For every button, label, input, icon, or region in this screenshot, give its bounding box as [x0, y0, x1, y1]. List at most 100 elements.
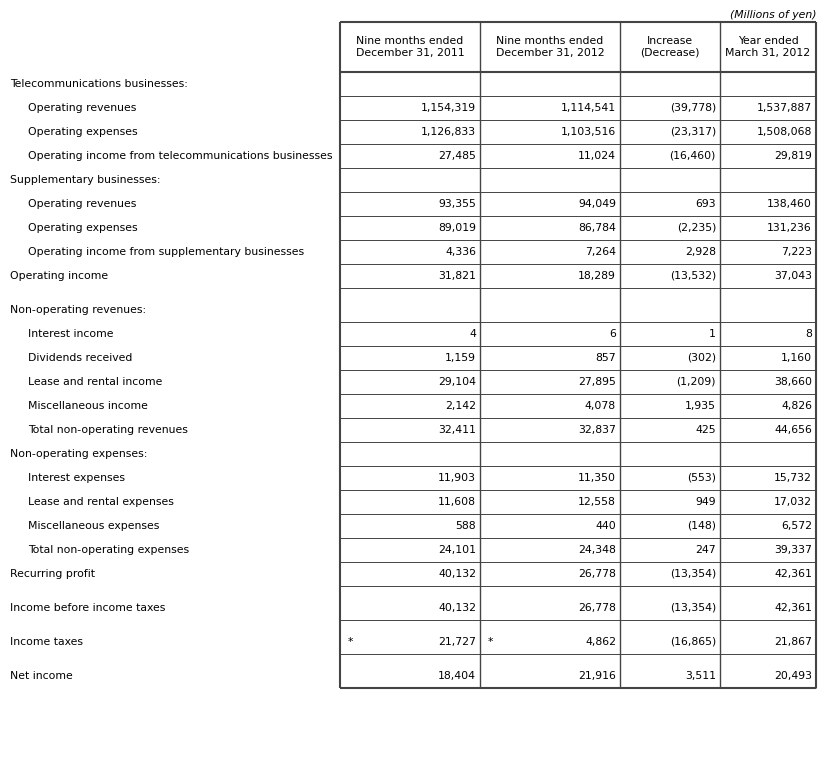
Text: (Millions of yen): (Millions of yen) — [730, 10, 816, 20]
Text: Year ended
March 31, 2012: Year ended March 31, 2012 — [726, 36, 810, 58]
Text: Non-operating expenses:: Non-operating expenses: — [10, 449, 148, 459]
Text: 1,103,516: 1,103,516 — [561, 127, 616, 137]
Text: 27,895: 27,895 — [578, 377, 616, 387]
Text: 693: 693 — [695, 199, 716, 209]
Text: Lease and rental expenses: Lease and rental expenses — [28, 497, 174, 507]
Text: 32,411: 32,411 — [438, 425, 476, 435]
Text: 8: 8 — [805, 329, 812, 339]
Text: Operating revenues: Operating revenues — [28, 103, 136, 113]
Text: 6,572: 6,572 — [781, 521, 812, 531]
Text: 18,289: 18,289 — [578, 271, 616, 281]
Text: (148): (148) — [687, 521, 716, 531]
Text: 21,727: 21,727 — [438, 637, 476, 647]
Text: 26,778: 26,778 — [578, 603, 616, 613]
Text: *: * — [348, 637, 353, 647]
Text: (553): (553) — [687, 473, 716, 483]
Text: 44,656: 44,656 — [774, 425, 812, 435]
Text: 949: 949 — [695, 497, 716, 507]
Text: 1,154,319: 1,154,319 — [421, 103, 476, 113]
Text: 440: 440 — [595, 521, 616, 531]
Text: 29,819: 29,819 — [774, 151, 812, 161]
Text: 425: 425 — [695, 425, 716, 435]
Text: 94,049: 94,049 — [578, 199, 616, 209]
Text: 4,826: 4,826 — [781, 401, 812, 411]
Text: 21,916: 21,916 — [578, 671, 616, 681]
Text: 24,101: 24,101 — [438, 545, 476, 555]
Text: 89,019: 89,019 — [438, 223, 476, 233]
Text: Dividends received: Dividends received — [28, 353, 132, 363]
Text: 11,350: 11,350 — [578, 473, 616, 483]
Text: 2,928: 2,928 — [685, 247, 716, 257]
Text: 11,608: 11,608 — [438, 497, 476, 507]
Text: Lease and rental income: Lease and rental income — [28, 377, 163, 387]
Text: 1,508,068: 1,508,068 — [757, 127, 812, 137]
Text: 1,160: 1,160 — [781, 353, 812, 363]
Text: 1,114,541: 1,114,541 — [561, 103, 616, 113]
Text: 18,404: 18,404 — [438, 671, 476, 681]
Text: 20,493: 20,493 — [774, 671, 812, 681]
Text: 247: 247 — [695, 545, 716, 555]
Text: Income taxes: Income taxes — [10, 637, 83, 647]
Text: Increase
(Decrease): Increase (Decrease) — [640, 36, 699, 58]
Text: 131,236: 131,236 — [768, 223, 812, 233]
Text: (2,235): (2,235) — [677, 223, 716, 233]
Text: (13,354): (13,354) — [670, 603, 716, 613]
Text: 4,336: 4,336 — [445, 247, 476, 257]
Text: Nine months ended
December 31, 2011: Nine months ended December 31, 2011 — [355, 36, 465, 58]
Text: 6: 6 — [609, 329, 616, 339]
Text: 2,142: 2,142 — [445, 401, 476, 411]
Text: Miscellaneous income: Miscellaneous income — [28, 401, 148, 411]
Text: Total non-operating revenues: Total non-operating revenues — [28, 425, 188, 435]
Text: Operating income from telecommunications businesses: Operating income from telecommunications… — [28, 151, 333, 161]
Text: Operating income from supplementary businesses: Operating income from supplementary busi… — [28, 247, 304, 257]
Text: 21,867: 21,867 — [774, 637, 812, 647]
Text: 12,558: 12,558 — [578, 497, 616, 507]
Text: *: * — [488, 637, 493, 647]
Text: 31,821: 31,821 — [438, 271, 476, 281]
Text: 37,043: 37,043 — [774, 271, 812, 281]
Text: Operating revenues: Operating revenues — [28, 199, 136, 209]
Text: 40,132: 40,132 — [438, 603, 476, 613]
Text: (23,317): (23,317) — [670, 127, 716, 137]
Text: 93,355: 93,355 — [438, 199, 476, 209]
Text: 1,935: 1,935 — [685, 401, 716, 411]
Text: Telecommunications businesses:: Telecommunications businesses: — [10, 79, 188, 89]
Text: Miscellaneous expenses: Miscellaneous expenses — [28, 521, 159, 531]
Text: 4: 4 — [469, 329, 476, 339]
Text: 7,264: 7,264 — [585, 247, 616, 257]
Text: 1,159: 1,159 — [445, 353, 476, 363]
Text: 4,862: 4,862 — [585, 637, 616, 647]
Text: (13,354): (13,354) — [670, 569, 716, 579]
Text: 15,732: 15,732 — [774, 473, 812, 483]
Text: 138,460: 138,460 — [767, 199, 812, 209]
Text: Operating expenses: Operating expenses — [28, 127, 138, 137]
Text: Income before income taxes: Income before income taxes — [10, 603, 165, 613]
Text: Non-operating revenues:: Non-operating revenues: — [10, 305, 146, 315]
Text: (39,778): (39,778) — [670, 103, 716, 113]
Text: (302): (302) — [687, 353, 716, 363]
Text: 3,511: 3,511 — [685, 671, 716, 681]
Text: 27,485: 27,485 — [438, 151, 476, 161]
Text: 42,361: 42,361 — [774, 569, 812, 579]
Text: 588: 588 — [456, 521, 476, 531]
Text: 39,337: 39,337 — [774, 545, 812, 555]
Text: 38,660: 38,660 — [774, 377, 812, 387]
Text: Operating expenses: Operating expenses — [28, 223, 138, 233]
Text: Supplementary businesses:: Supplementary businesses: — [10, 175, 160, 185]
Text: 86,784: 86,784 — [578, 223, 616, 233]
Text: 32,837: 32,837 — [578, 425, 616, 435]
Text: 11,024: 11,024 — [578, 151, 616, 161]
Text: 17,032: 17,032 — [774, 497, 812, 507]
Text: (16,865): (16,865) — [670, 637, 716, 647]
Text: (16,460): (16,460) — [670, 151, 716, 161]
Text: 26,778: 26,778 — [578, 569, 616, 579]
Text: 1: 1 — [709, 329, 716, 339]
Text: 1,126,833: 1,126,833 — [421, 127, 476, 137]
Text: 24,348: 24,348 — [578, 545, 616, 555]
Text: (1,209): (1,209) — [677, 377, 716, 387]
Text: Total non-operating expenses: Total non-operating expenses — [28, 545, 189, 555]
Text: Operating income: Operating income — [10, 271, 108, 281]
Text: (13,532): (13,532) — [670, 271, 716, 281]
Text: Nine months ended
December 31, 2012: Nine months ended December 31, 2012 — [496, 36, 604, 58]
Text: 4,078: 4,078 — [585, 401, 616, 411]
